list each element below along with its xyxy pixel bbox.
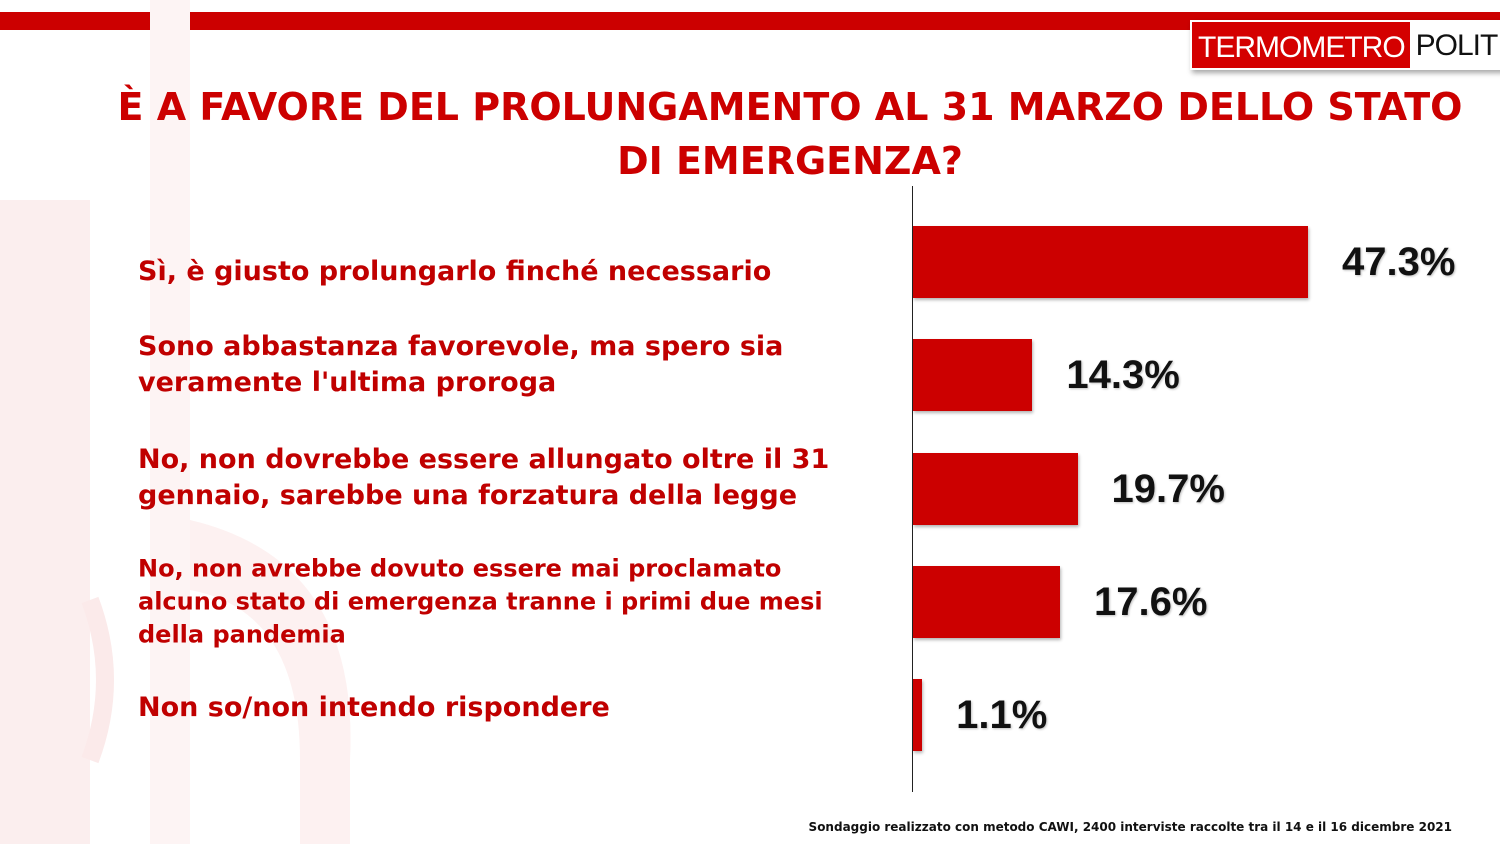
- axis-line: [912, 186, 913, 792]
- bar: [913, 339, 1033, 411]
- data-label: 14.3%: [1066, 353, 1180, 397]
- category-label: No, non dovrebbe essere allungato oltre …: [138, 444, 830, 511]
- data-label: 1.1%: [956, 693, 1048, 737]
- category-label: No, non avrebbe dovuto essere mai procla…: [138, 554, 823, 649]
- brand-logo-part2: POLITICO: [1415, 29, 1500, 62]
- watermark-logo: [0, 0, 351, 844]
- category-label: Sono abbastanza favorevole, ma spero sia…: [138, 331, 784, 398]
- bar: [913, 679, 923, 751]
- top-red-band: [0, 12, 1500, 30]
- category-label: Non so/non intendo rispondere: [138, 692, 610, 723]
- bar: [913, 453, 1078, 525]
- brand-logo-part1: TERMOMETRO: [1190, 20, 1412, 70]
- bar: [913, 226, 1308, 298]
- data-label: 47.3%: [1342, 240, 1456, 284]
- footnote: Sondaggio realizzato con metodo CAWI, 24…: [808, 820, 1452, 834]
- category-label: Sì, è giusto prolungarlo finché necessar…: [138, 256, 772, 287]
- data-label: 17.6%: [1093, 580, 1208, 624]
- brand-logo: TERMOMETRO POLITICO: [1190, 20, 1500, 70]
- chart-title: È A FAVORE DEL PROLUNGAMENTO AL 31 MARZO…: [117, 85, 1463, 183]
- data-label: 19.7%: [1111, 467, 1225, 511]
- bar: [913, 566, 1060, 638]
